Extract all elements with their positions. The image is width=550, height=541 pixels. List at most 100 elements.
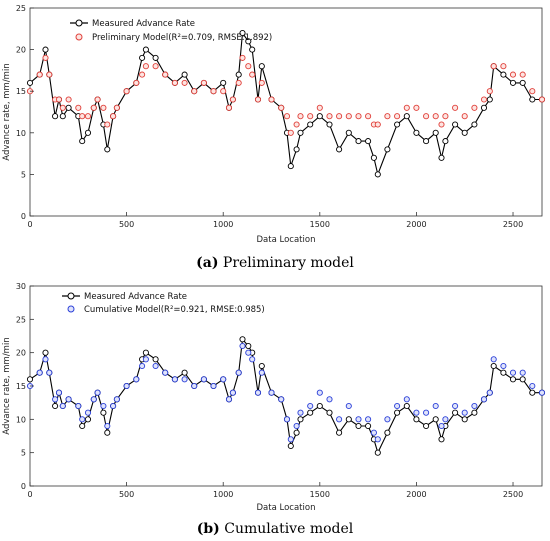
data-point xyxy=(26,376,34,383)
chart-panel-b: 0 5 10 15 20 25 30 0 500 1000 1500 2000 2500 Data L… xyxy=(2,282,546,537)
data-point xyxy=(326,121,333,128)
data-point xyxy=(258,369,265,376)
data-point xyxy=(52,396,59,403)
y-tick-label: 20 xyxy=(16,46,26,55)
data-point xyxy=(452,121,459,128)
data-point xyxy=(413,129,420,136)
data-point xyxy=(432,129,439,136)
data-point xyxy=(438,121,445,128)
data-point xyxy=(509,79,517,86)
data-point xyxy=(307,113,314,120)
x-tick-label: 2500 xyxy=(503,220,523,229)
data-point xyxy=(142,63,149,70)
data-point xyxy=(403,113,410,120)
data-point xyxy=(452,402,459,410)
data-point xyxy=(220,88,227,95)
data-point xyxy=(374,121,381,128)
data-point xyxy=(307,409,314,416)
legend-a-model-label: Preliminary Model(R²=0.709, RMSE:1.892) xyxy=(92,33,272,43)
data-point xyxy=(394,113,401,120)
data-point xyxy=(438,436,445,443)
data-point xyxy=(162,71,169,78)
data-point xyxy=(46,71,53,78)
data-point xyxy=(394,121,401,128)
data-point xyxy=(42,356,49,363)
data-point xyxy=(181,376,188,383)
legend-b: Measured Advance Rate Cumulative Model(R… xyxy=(62,292,265,315)
data-point xyxy=(500,71,507,78)
data-point xyxy=(297,129,304,136)
data-point xyxy=(229,389,236,396)
x-tick-label: 1000 xyxy=(213,490,233,499)
y-tick-label: 15 xyxy=(16,382,26,391)
data-point xyxy=(519,79,526,86)
data-point xyxy=(336,429,343,436)
data-point xyxy=(355,138,362,145)
data-point xyxy=(326,409,333,416)
data-point xyxy=(133,376,140,383)
data-point xyxy=(403,104,410,111)
data-point xyxy=(297,409,304,416)
data-point xyxy=(345,402,352,410)
data-point xyxy=(181,79,188,86)
data-point xyxy=(220,376,227,383)
data-point xyxy=(220,79,227,86)
data-point xyxy=(403,396,410,403)
data-point xyxy=(239,29,246,37)
data-point xyxy=(374,171,381,178)
data-point xyxy=(235,79,242,86)
data-point xyxy=(519,71,526,78)
caption-a-label: (a) xyxy=(196,255,218,271)
data-point xyxy=(268,389,275,396)
data-point xyxy=(162,369,169,376)
data-point xyxy=(42,46,49,53)
data-point xyxy=(486,96,493,103)
data-point xyxy=(316,389,323,396)
data-point xyxy=(59,113,66,120)
data-point xyxy=(42,54,49,61)
data-point xyxy=(94,96,101,103)
data-point xyxy=(307,121,314,128)
x-tick-label: 2000 xyxy=(406,220,426,229)
data-point xyxy=(509,71,517,78)
data-point xyxy=(110,113,117,120)
caption-a: (a) Preliminary model xyxy=(196,255,354,271)
data-point xyxy=(413,104,420,111)
y-tick-label: 5 xyxy=(21,449,26,458)
data-point xyxy=(239,342,246,350)
data-point xyxy=(394,409,401,416)
data-point xyxy=(152,54,159,61)
data-point xyxy=(142,356,149,363)
caption-b-text: Cumulative model xyxy=(224,521,354,537)
data-point xyxy=(438,154,445,161)
data-point xyxy=(423,422,430,430)
data-point xyxy=(200,79,207,86)
data-point xyxy=(100,104,107,111)
data-point xyxy=(336,146,343,153)
data-point xyxy=(384,146,391,153)
data-point xyxy=(123,88,130,95)
data-point xyxy=(133,79,140,86)
data-point xyxy=(65,104,72,111)
data-point xyxy=(293,121,300,128)
data-point xyxy=(268,96,275,103)
data-point xyxy=(52,402,59,410)
data-point xyxy=(461,113,468,120)
data-point xyxy=(336,113,343,120)
data-point xyxy=(538,389,546,396)
data-point xyxy=(293,146,300,153)
data-point xyxy=(104,121,111,128)
legend-b-measured-marker xyxy=(67,292,75,300)
y-tick-label: 10 xyxy=(16,415,26,424)
data-point xyxy=(442,416,449,423)
data-point xyxy=(316,402,323,410)
data-point xyxy=(55,389,63,396)
data-point xyxy=(471,121,478,128)
data-point xyxy=(471,409,478,416)
data-point xyxy=(210,382,217,390)
data-point xyxy=(239,54,246,61)
y-tick-label: 25 xyxy=(16,4,26,13)
legend-a: Measured Advance Rate Preliminary Model(… xyxy=(70,19,272,43)
data-point xyxy=(413,409,420,416)
x-tick-label: 500 xyxy=(119,490,134,499)
